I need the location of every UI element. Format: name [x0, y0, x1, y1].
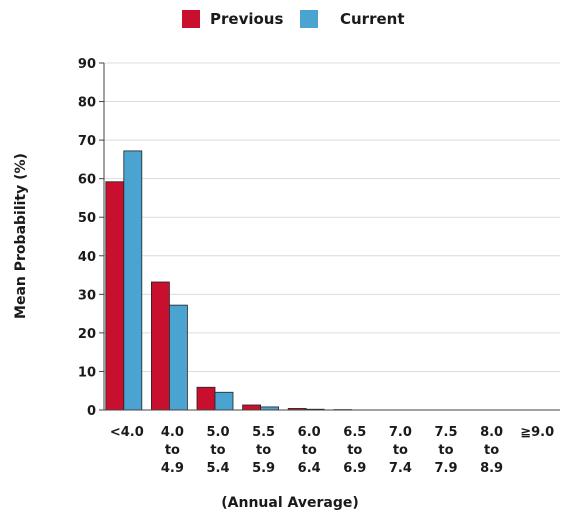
x-tick-label: 7.0 to 7.4 [389, 425, 412, 476]
legend-item-current: Current [300, 8, 405, 30]
legend-swatch-current [300, 10, 318, 28]
x-tick-label: 6.0 to 6.4 [298, 425, 321, 476]
x-tick-label: ≧9.0 [520, 425, 554, 440]
x-tick-label: 5.0 to 5.4 [206, 425, 229, 476]
x-tick-label: 8.0 to 8.9 [480, 425, 503, 476]
bar-current-2 [214, 391, 234, 411]
x-axis-label: (Annual Average) [221, 495, 359, 511]
legend: Previous Current [0, 8, 562, 30]
bar-previous-0 [105, 181, 125, 411]
bar-current-1 [168, 304, 188, 411]
y-tick-label: 10 [78, 365, 96, 380]
x-tick-label: 7.5 to 7.9 [434, 425, 457, 476]
legend-label-current: Current [340, 10, 405, 28]
y-tick-label: 80 [78, 96, 96, 111]
y-tick-label: 0 [87, 404, 96, 419]
y-tick-label: 70 [78, 134, 96, 149]
y-tick-label: 50 [78, 211, 96, 226]
x-tick-label: 6.5 to 6.9 [343, 425, 366, 476]
x-tick-label: <4.0 [110, 425, 144, 440]
x-axis-ticks: <4.0 4.0 to 4.9 5.0 to 5.4 5.5 to 5.9 6.0 to 6.4 6.5 t… [110, 425, 554, 476]
legend-label-previous: Previous [210, 10, 284, 28]
y-tick-label: 90 [78, 57, 96, 72]
bar-previous-3 [242, 404, 262, 411]
x-tick-label: 4.0 to 4.9 [161, 425, 184, 476]
legend-swatch-previous [182, 10, 200, 28]
y-tick-label: 30 [78, 288, 96, 303]
bar-previous-1 [150, 281, 170, 411]
legend-item-previous: Previous [182, 8, 283, 30]
y-axis-ticks: 0 10 20 30 40 50 60 70 80 90 [78, 57, 104, 419]
y-tick-label: 60 [78, 173, 96, 188]
x-tick-label: 5.5 to 5.9 [252, 425, 275, 476]
y-axis-label: Mean Probability (%) [13, 153, 29, 319]
bar-previous-2 [196, 386, 216, 411]
bar-current-0 [123, 150, 143, 411]
y-tick-label: 40 [78, 250, 96, 265]
y-tick-label: 20 [78, 327, 96, 342]
